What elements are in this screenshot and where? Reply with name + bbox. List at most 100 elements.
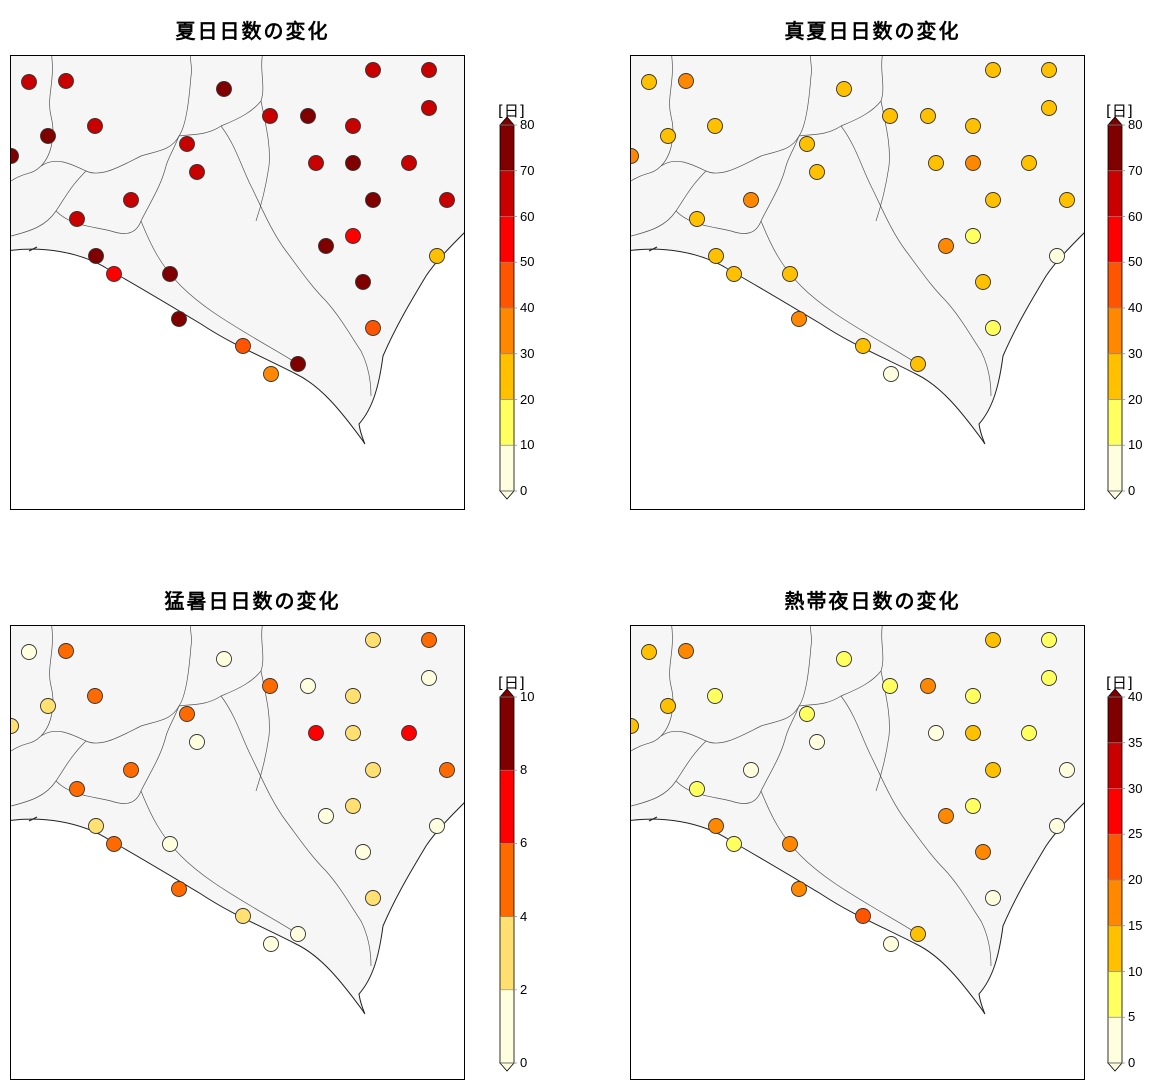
station-marker — [69, 211, 85, 227]
station-marker — [429, 248, 445, 264]
colorbar-bottom-arrow — [499, 490, 515, 500]
station-marker — [1041, 100, 1057, 116]
colorbar-bin — [1108, 445, 1122, 491]
coastline — [631, 802, 1084, 1015]
station-marker — [263, 936, 279, 952]
station-marker — [355, 844, 371, 860]
colorbar-bin — [1108, 216, 1122, 263]
station-marker — [708, 818, 724, 834]
prefecture-border — [840, 695, 992, 967]
station-marker — [985, 320, 1001, 336]
colorbar-tick-label: 0 — [520, 1055, 528, 1070]
colorbar: [日] 40 35 30 25 20 15 10 5 0 — [1098, 672, 1169, 1092]
colorbar-tick-label: 60 — [520, 208, 535, 224]
station-marker — [809, 164, 825, 180]
station-marker — [308, 155, 324, 171]
station-marker — [809, 734, 825, 750]
colorbar-svg — [499, 116, 517, 500]
station-marker — [965, 688, 981, 704]
station-marker — [799, 136, 815, 152]
colorbar-bin — [1108, 925, 1122, 972]
station-marker — [1049, 818, 1065, 834]
station-map — [10, 625, 465, 1080]
colorbar-bin — [500, 216, 514, 263]
panel-title: 真夏日日数の変化 — [784, 19, 961, 43]
land-area — [631, 56, 1084, 444]
prefecture-border — [760, 790, 922, 937]
station-marker — [171, 881, 187, 897]
station-map — [10, 55, 465, 510]
colorbar-tick-label: 2 — [520, 981, 528, 997]
station-marker — [965, 798, 981, 814]
station-marker — [262, 108, 278, 124]
land-area — [11, 626, 464, 1014]
station-marker — [171, 311, 187, 327]
station-marker — [1059, 192, 1075, 208]
station-marker — [235, 338, 251, 354]
station-marker — [189, 164, 205, 180]
station-marker — [40, 128, 56, 144]
station-marker — [216, 651, 232, 667]
station-marker — [235, 908, 251, 924]
station-marker — [345, 798, 361, 814]
station-marker — [708, 248, 724, 264]
colorbar-tick-label: 5 — [1128, 1009, 1136, 1025]
prefecture-border — [220, 695, 372, 967]
station-marker — [1021, 725, 1037, 741]
station-marker — [365, 890, 381, 906]
station-marker — [106, 836, 122, 852]
map-svg — [631, 626, 1084, 1079]
station-marker — [300, 108, 316, 124]
colorbar-bin — [500, 989, 514, 1063]
colorbar-bin — [500, 399, 514, 446]
station-marker — [836, 651, 852, 667]
colorbar: [日] 80 70 60 50 40 30 20 10 0 — [490, 100, 570, 520]
colorbar-bin — [1108, 308, 1122, 354]
station-marker — [345, 155, 361, 171]
prefecture-border — [798, 626, 884, 707]
colorbar-bin — [1108, 742, 1122, 789]
station-marker — [920, 678, 936, 694]
colorbar-tick-label: 10 — [520, 689, 535, 704]
colorbar-bottom-arrow — [499, 1062, 515, 1072]
colorbar-tick-label: 70 — [520, 162, 535, 178]
station-marker — [910, 926, 926, 942]
station-marker — [1021, 155, 1037, 171]
station-marker — [365, 632, 381, 648]
station-marker — [965, 118, 981, 134]
colorbar-unit: [日] — [1106, 102, 1133, 120]
colorbar-bin — [1108, 697, 1122, 743]
station-marker — [401, 155, 417, 171]
colorbar-tick-label: 40 — [1128, 300, 1143, 315]
station-marker — [689, 211, 705, 227]
station-marker — [88, 818, 104, 834]
colorbar-bin — [1108, 170, 1122, 217]
colorbar-tick-label: 15 — [1128, 917, 1143, 933]
station-marker — [11, 148, 19, 164]
colorbar-bin — [500, 916, 514, 990]
colorbar: [日] 10 8 6 4 2 0 — [490, 672, 570, 1092]
colorbar-unit: [日] — [498, 674, 525, 692]
station-marker — [189, 734, 205, 750]
colorbar-bin — [500, 170, 514, 217]
station-marker — [965, 155, 981, 171]
prefecture-border — [178, 626, 264, 707]
colorbar-tick-label: 70 — [1128, 162, 1143, 178]
map-svg — [11, 56, 464, 509]
station-marker — [262, 678, 278, 694]
colorbar-bin — [1108, 880, 1122, 926]
station-marker — [660, 698, 676, 714]
station-marker — [345, 725, 361, 741]
station-marker — [290, 356, 306, 372]
colorbar-tick-label: 25 — [1128, 826, 1143, 842]
station-marker — [162, 836, 178, 852]
station-marker — [782, 266, 798, 282]
colorbar-bin — [500, 770, 514, 844]
station-marker — [782, 836, 798, 852]
colorbar-top-arrow — [1107, 688, 1123, 698]
cape-mark — [28, 246, 38, 252]
station-marker — [799, 706, 815, 722]
station-map — [630, 55, 1085, 510]
colorbar-tick-label: 10 — [1128, 437, 1143, 453]
station-marker — [965, 725, 981, 741]
